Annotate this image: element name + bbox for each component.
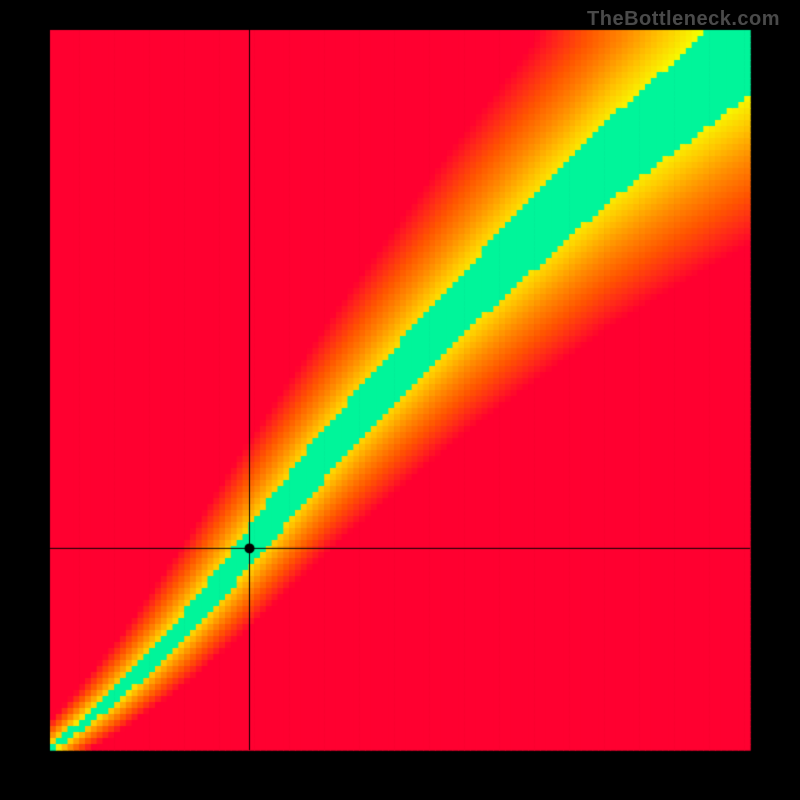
bottleneck-heatmap [0, 0, 800, 800]
watermark-text: TheBottleneck.com [587, 8, 780, 31]
chart-container: TheBottleneck.com [0, 0, 800, 800]
